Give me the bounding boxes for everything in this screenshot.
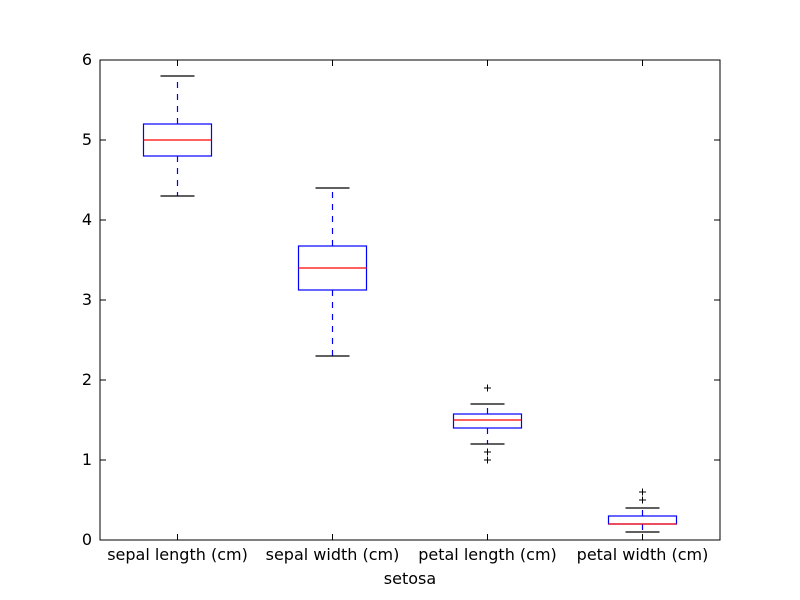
box-group xyxy=(142,75,213,197)
plot-marks xyxy=(142,75,678,533)
y-tick-label: 6 xyxy=(82,50,92,69)
y-tick-label: 0 xyxy=(82,530,92,549)
y-tick-label: 1 xyxy=(82,450,92,469)
outlier-marker xyxy=(484,384,491,392)
x-tick-label: petal length (cm) xyxy=(418,545,557,564)
x-tick-label: sepal length (cm) xyxy=(107,545,248,564)
outlier-marker xyxy=(639,496,646,504)
box-group xyxy=(607,488,678,533)
iqr-box xyxy=(452,413,523,429)
outlier-marker xyxy=(639,488,646,496)
y-tick-label: 3 xyxy=(82,290,92,309)
x-tick-label: petal width (cm) xyxy=(577,545,709,564)
outlier-marker xyxy=(484,456,491,464)
x-axis-label: setosa xyxy=(384,569,436,588)
x-tick-label: sepal width (cm) xyxy=(266,545,400,564)
axes: 0 1 2 3 4 5 6 sepal length (cm) sepal width (cm)… xyxy=(82,50,721,564)
y-tick-label: 5 xyxy=(82,130,92,149)
y-tick-label: 2 xyxy=(82,370,92,389)
box-group xyxy=(297,187,368,357)
box-group xyxy=(452,384,523,464)
outlier-marker xyxy=(484,448,491,456)
y-tick-label: 4 xyxy=(82,210,92,229)
